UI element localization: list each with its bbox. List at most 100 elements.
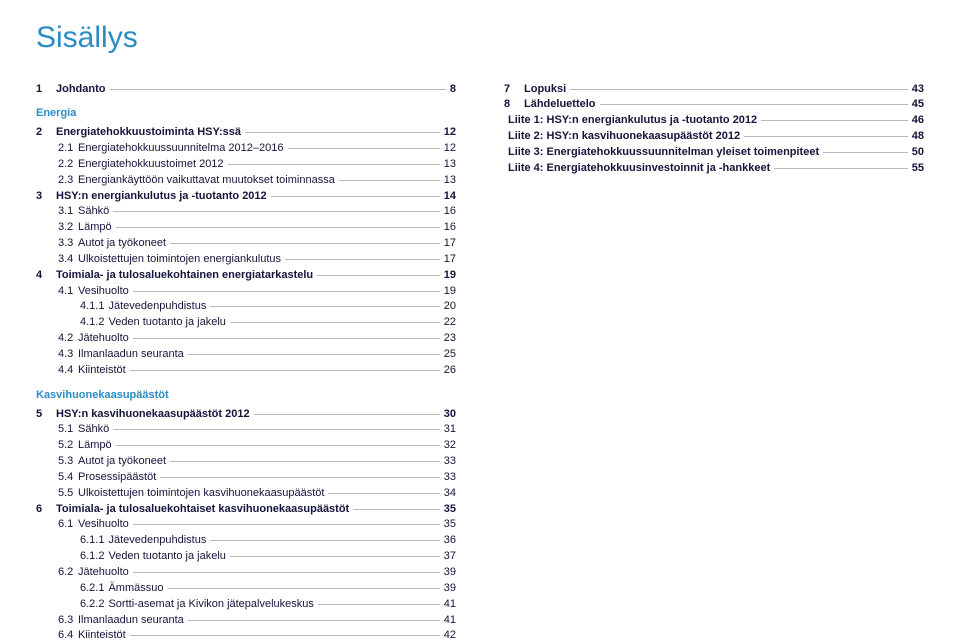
toc-leader <box>228 164 440 165</box>
toc-row: 4.3Ilmanlaadun seuranta25 <box>36 347 456 362</box>
toc-label: Veden tuotanto ja jakelu <box>108 549 227 564</box>
toc-page: 23 <box>442 331 456 346</box>
toc-number: 6.2.2 <box>80 597 108 612</box>
toc-number: 5.4 <box>58 470 78 485</box>
toc-leader <box>823 152 908 153</box>
toc-label: Ilmanlaadun seuranta <box>78 613 186 628</box>
toc-leader <box>254 414 440 415</box>
toc-leader <box>130 370 440 371</box>
toc-page: 26 <box>442 363 456 378</box>
toc-page: 12 <box>442 141 456 156</box>
toc-label: Jätehuolto <box>78 565 131 580</box>
toc-page: 31 <box>442 422 456 437</box>
toc-label: Jätevedenpuhdistus <box>108 299 208 314</box>
toc-number: 4.3 <box>58 347 78 362</box>
toc-number: 6 <box>36 502 56 517</box>
toc-label: Toimiala- ja tulosaluekohtaiset kasvihuo… <box>56 502 351 517</box>
toc-number: 5.5 <box>58 486 78 501</box>
toc-number: 6.2.1 <box>80 581 108 596</box>
toc-row: Liite 3: Energiatehokkuussuunnitelman yl… <box>504 145 924 160</box>
toc-leader <box>230 556 440 557</box>
toc-leader <box>210 540 439 541</box>
toc-page: 33 <box>442 470 456 485</box>
toc-number: 4 <box>36 268 56 283</box>
toc-row: 3.1Sähkö16 <box>36 204 456 219</box>
toc-number: 6.3 <box>58 613 78 628</box>
toc-leader <box>113 211 440 212</box>
toc-leader <box>188 354 440 355</box>
toc-row: 6.1.1Jätevedenpuhdistus36 <box>36 533 456 548</box>
toc-page: 22 <box>442 315 456 330</box>
toc-page: 36 <box>442 533 456 548</box>
toc-page: 50 <box>910 145 924 160</box>
toc-leader <box>168 588 440 589</box>
toc-leader <box>130 635 440 636</box>
toc-page: 16 <box>442 204 456 219</box>
toc-leader <box>339 180 440 181</box>
toc-leader <box>285 259 440 260</box>
toc-leader <box>110 89 446 90</box>
toc-label: Toimiala- ja tulosaluekohtainen energiat… <box>56 268 315 283</box>
toc-leader <box>318 604 440 605</box>
toc-page: 19 <box>442 284 456 299</box>
toc-leader <box>774 168 908 169</box>
toc-section-heading: Energia <box>36 106 456 121</box>
toc-number: 4.2 <box>58 331 78 346</box>
toc-leader <box>570 89 908 90</box>
toc-label: Jätevedenpuhdistus <box>108 533 208 548</box>
toc-number: 5.2 <box>58 438 78 453</box>
toc-number: 6.4 <box>58 628 78 643</box>
toc-row: 3.3Autot ja työkoneet17 <box>36 236 456 251</box>
toc-page: 45 <box>910 97 924 112</box>
toc-row: 5.5Ulkoistettujen toimintojen kasvihuone… <box>36 486 456 501</box>
toc-row: 2.3Energiankäyttöön vaikuttavat muutokse… <box>36 173 456 188</box>
toc-label: Energiatehokkuussuunnitelma 2012–2016 <box>78 141 286 156</box>
toc-label: Kiinteistöt <box>78 363 128 378</box>
toc-page: 39 <box>442 581 456 596</box>
toc-label: Liite 2: HSY:n kasvihuonekaasupäästöt 20… <box>508 129 742 144</box>
toc-number: 2.1 <box>58 141 78 156</box>
toc-page: 17 <box>442 252 456 267</box>
toc-number: 3.2 <box>58 220 78 235</box>
toc-page: 41 <box>442 597 456 612</box>
toc-row: 5.2Lämpö32 <box>36 438 456 453</box>
toc-label: Sortti-asemat ja Kivikon jätepalvelukesk… <box>108 597 315 612</box>
toc-page: 39 <box>442 565 456 580</box>
toc-page: 41 <box>442 613 456 628</box>
toc-label: Jätehuolto <box>78 331 131 346</box>
toc-label: Energiatehokkuustoimet 2012 <box>78 157 226 172</box>
toc-label: Energiankäyttöön vaikuttavat muutokset t… <box>78 173 337 188</box>
toc-number: 6.2 <box>58 565 78 580</box>
toc-row: 5.1Sähkö31 <box>36 422 456 437</box>
toc-row: 5.3Autot ja työkoneet33 <box>36 454 456 469</box>
toc-page: 13 <box>442 157 456 172</box>
toc-leader <box>288 148 440 149</box>
toc-page: 32 <box>442 438 456 453</box>
toc-label: HSY:n kasvihuonekaasupäästöt 2012 <box>56 407 252 422</box>
toc-leader <box>116 227 440 228</box>
toc-label: Ämmässuo <box>108 581 165 596</box>
toc-label: Liite 3: Energiatehokkuussuunnitelman yl… <box>508 145 821 160</box>
toc-label: Ilmanlaadun seuranta <box>78 347 186 362</box>
toc-leader <box>133 572 440 573</box>
toc-leader <box>170 461 440 462</box>
toc-leader <box>170 243 440 244</box>
toc-leader <box>210 306 439 307</box>
toc-row: 3.4Ulkoistettujen toimintojen energianku… <box>36 252 456 267</box>
toc-label: Liite 1: HSY:n energiankulutus ja -tuota… <box>508 113 759 128</box>
toc-number: 6.1.2 <box>80 549 108 564</box>
toc-number: 3.3 <box>58 236 78 251</box>
toc-page: 12 <box>442 125 456 140</box>
toc-row: Liite 4: Energiatehokkuusinvestoinnit ja… <box>504 161 924 176</box>
toc-page: 35 <box>442 517 456 532</box>
toc-label: Sähkö <box>78 204 111 219</box>
toc-row: 5.4Prosessipäästöt 33 <box>36 470 456 485</box>
toc-leader <box>116 445 440 446</box>
toc-label: Prosessipäästöt <box>78 470 158 485</box>
toc-number: 1 <box>36 82 56 97</box>
toc-number: 5.1 <box>58 422 78 437</box>
toc-row: 6.2.1Ämmässuo 39 <box>36 581 456 596</box>
toc-row: 4.4Kiinteistöt26 <box>36 363 456 378</box>
toc-label: Ulkoistettujen toimintojen kasvihuonekaa… <box>78 486 326 501</box>
toc-page: 34 <box>442 486 456 501</box>
